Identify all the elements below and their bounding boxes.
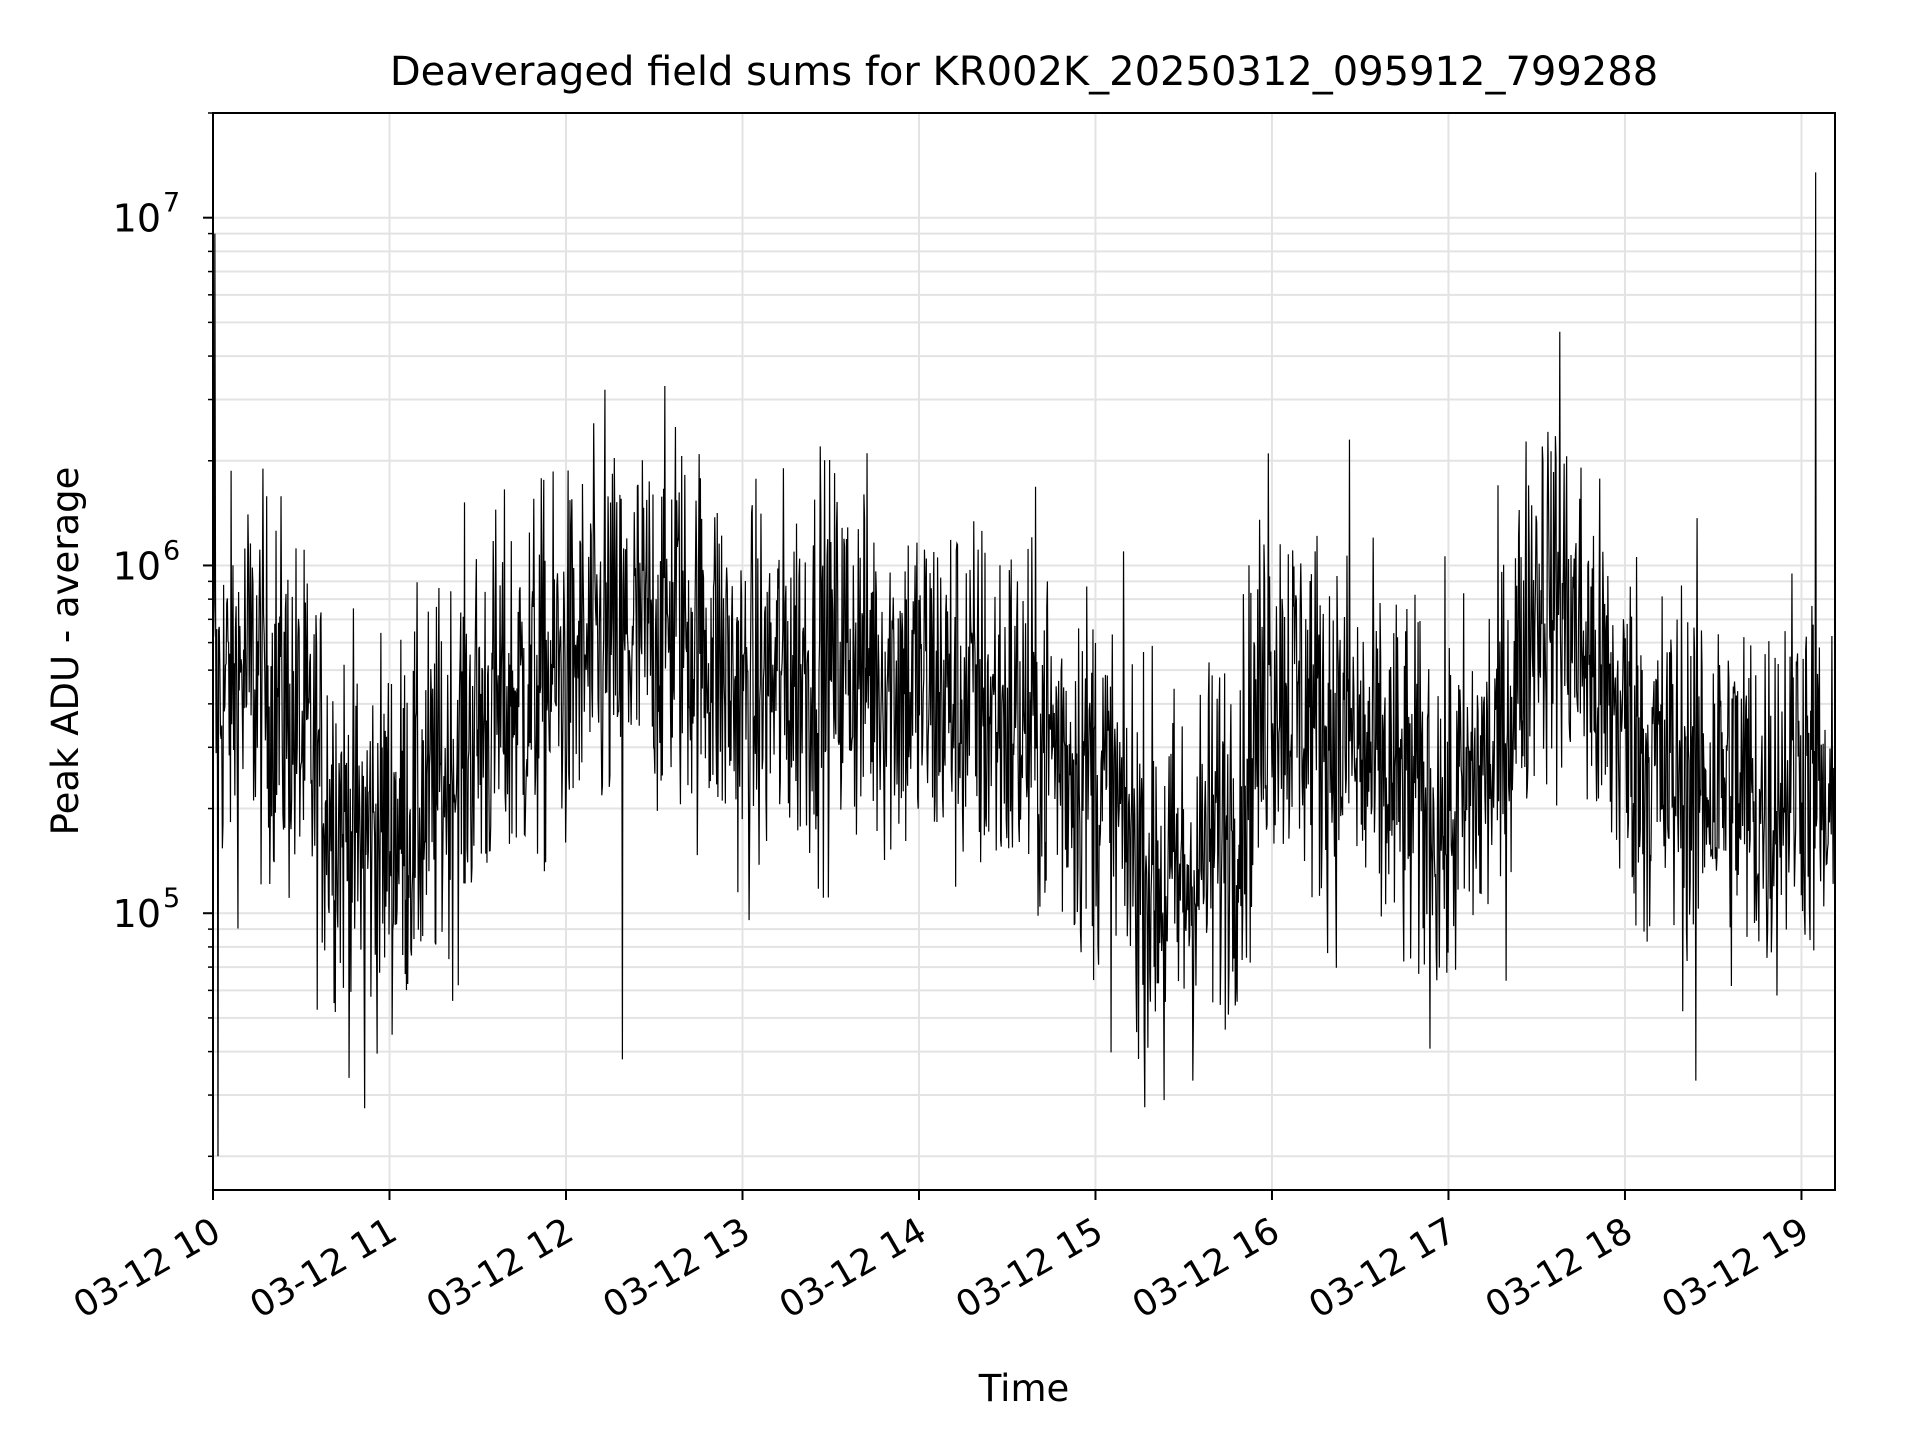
chart-title: Deaveraged field sums for KR002K_2025031… bbox=[390, 49, 1658, 95]
y-tick-label-exponent: 7 bbox=[163, 188, 180, 219]
y-tick-label: 10 bbox=[113, 892, 161, 936]
y-tick-label-exponent: 5 bbox=[163, 883, 180, 914]
plot-frame bbox=[212, 112, 1836, 1191]
series-line bbox=[212, 172, 1836, 1157]
y-tick-label: 10 bbox=[113, 197, 161, 241]
x-axis-label: Time bbox=[978, 1367, 1070, 1410]
y-tick-label-exponent: 6 bbox=[163, 535, 180, 566]
y-axis-label: Peak ADU - average bbox=[44, 467, 87, 836]
data-layer bbox=[212, 172, 1836, 1157]
grid-layer bbox=[212, 112, 1835, 1190]
y-tick-label: 10 bbox=[113, 544, 161, 588]
